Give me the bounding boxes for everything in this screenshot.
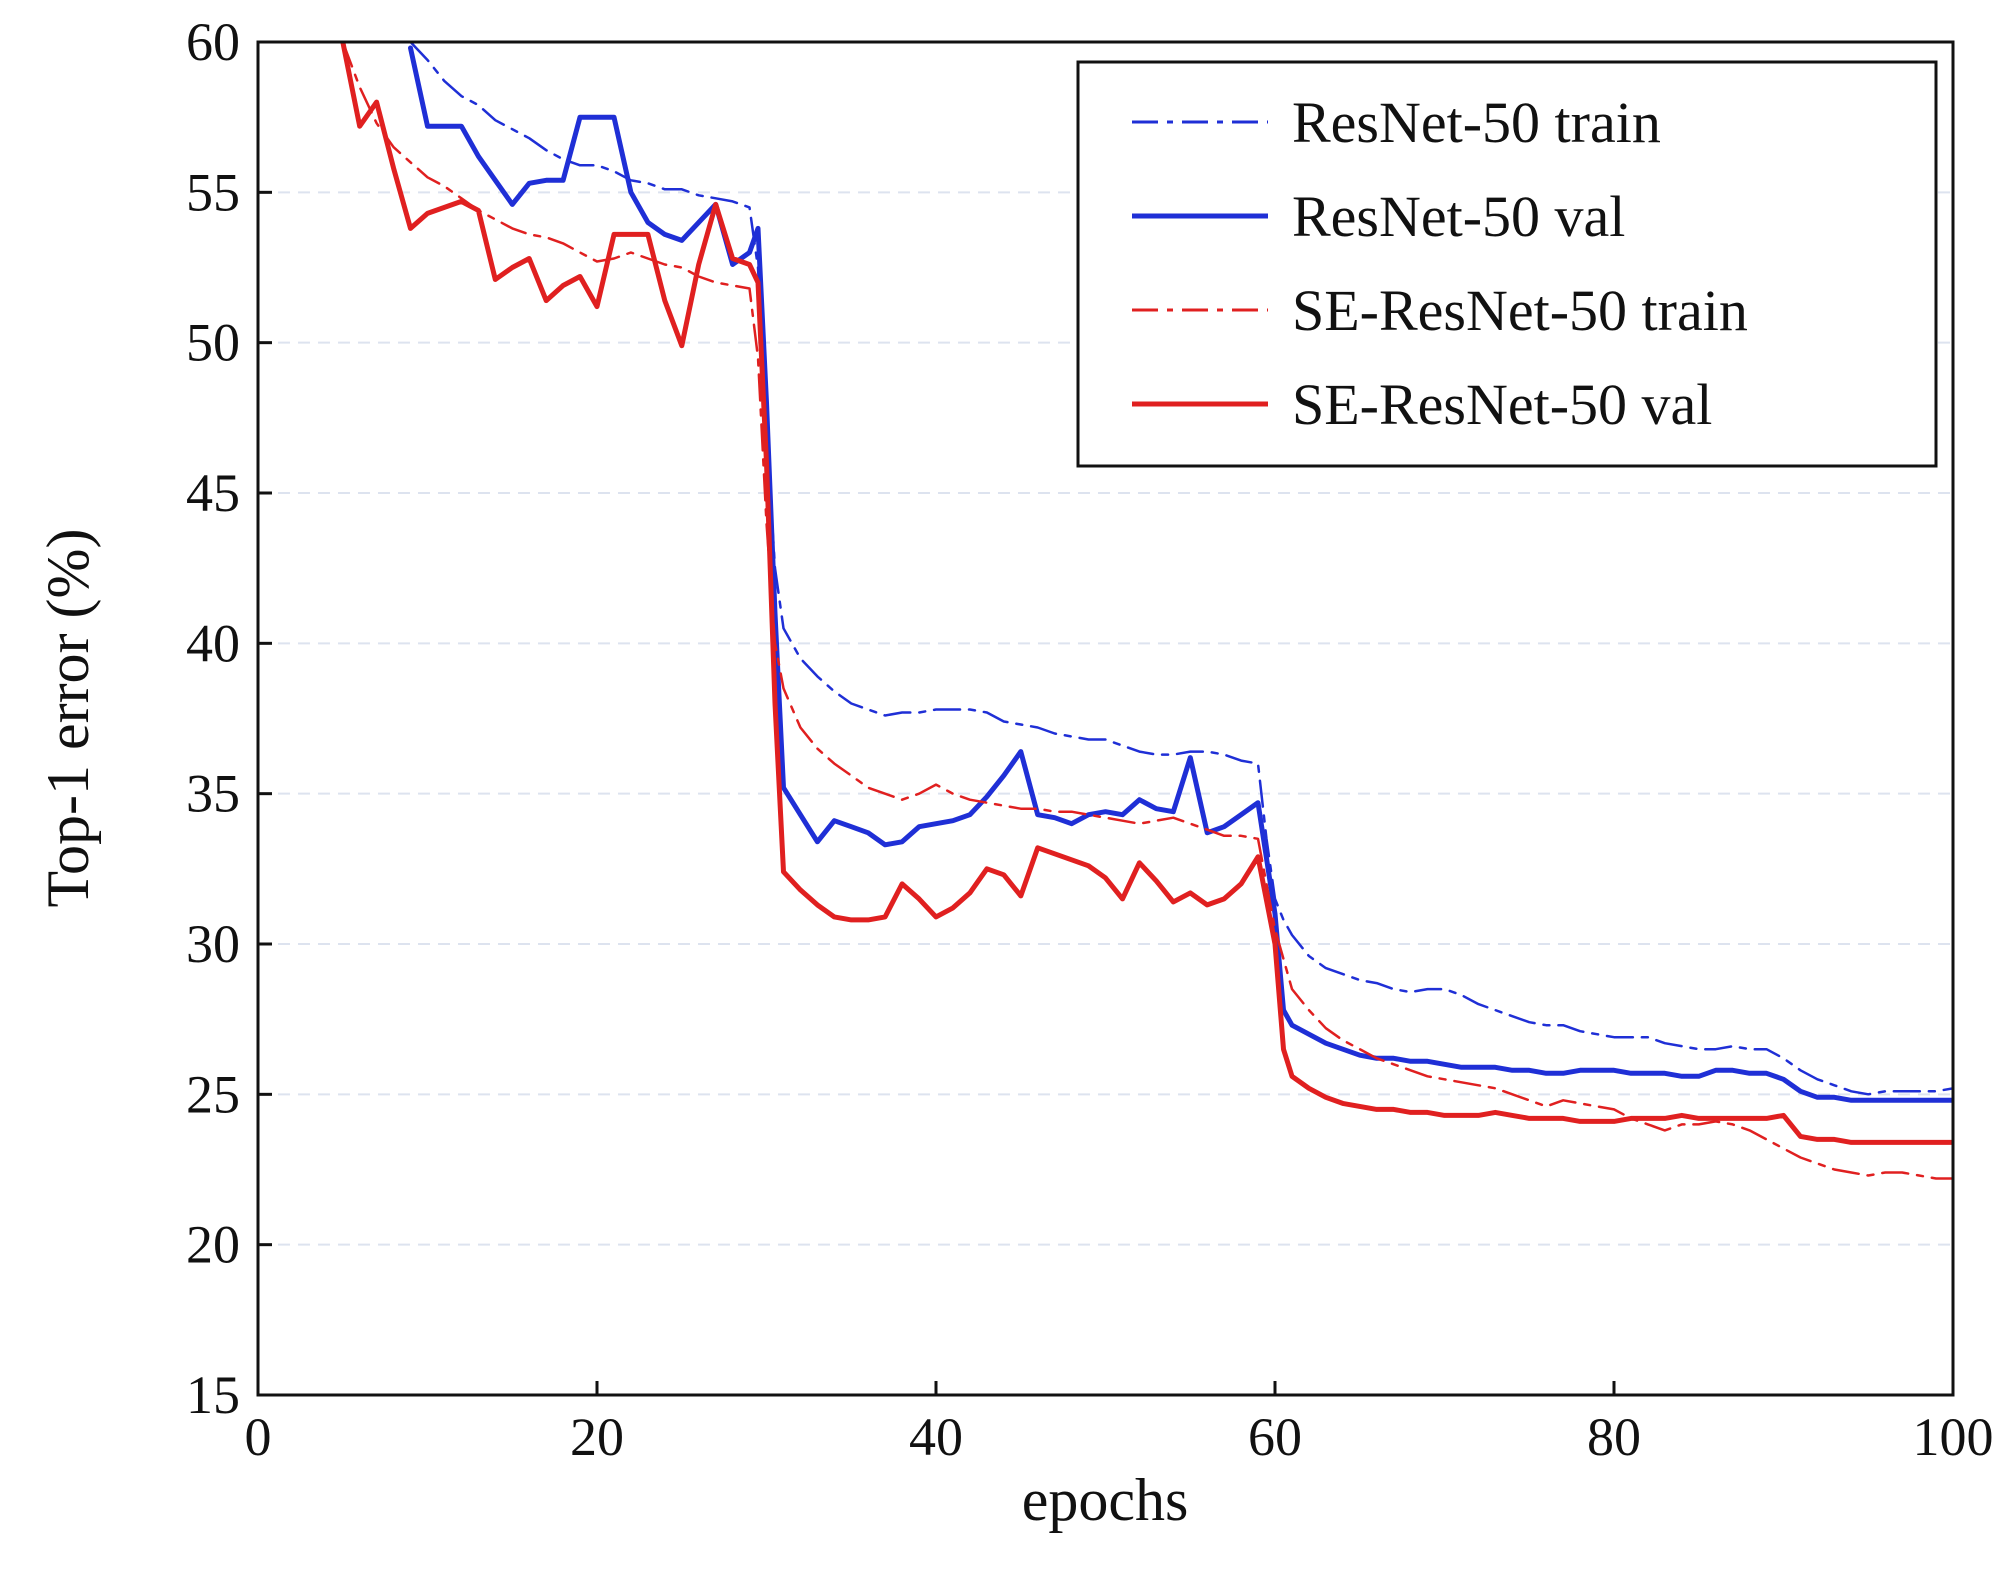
y-tick-label-45: 45: [186, 463, 240, 523]
gridlines: [258, 191, 1953, 1246]
y-tick-label-35: 35: [186, 764, 240, 824]
series-line-resnet-50-val: [408, 45, 1953, 1103]
plot-series: [340, 42, 1953, 1180]
x-tick-label-80: 80: [1587, 1407, 1641, 1467]
series-line-se-resnet-50-train: [341, 42, 1953, 1180]
x-tick-label-40: 40: [909, 1407, 963, 1467]
axis-ticks: 0 20 40 60 80 100 15 20 25 30 35 40 45 50 55 60: [186, 12, 1994, 1467]
legend-label-1: ResNet-50 val: [1292, 184, 1625, 249]
axes-frame: [256, 40, 1955, 1397]
y-tick-label-60: 60: [186, 12, 240, 72]
legend-label-2: SE-ResNet-50 train: [1292, 278, 1748, 343]
y-tick-label-20: 20: [186, 1215, 240, 1275]
x-axis-label: epochs: [1022, 1467, 1189, 1533]
y-tick-label-55: 55: [186, 162, 240, 222]
y-tick-label-15: 15: [186, 1365, 240, 1425]
x-tick-label-20: 20: [570, 1407, 624, 1467]
y-tick-label-40: 40: [186, 613, 240, 673]
y-axis-label: Top-1 error (%): [35, 529, 101, 908]
y-tick-label-50: 50: [186, 313, 240, 373]
legend: ResNet-50 train ResNet-50 val SE-ResNet-50…: [1076, 60, 1938, 468]
legend-label-3: SE-ResNet-50 val: [1292, 372, 1712, 437]
x-tick-label-60: 60: [1248, 1407, 1302, 1467]
x-tick-label-100: 100: [1913, 1407, 1994, 1467]
series-line-resnet-50-train: [409, 42, 1953, 1096]
legend-label-0: ResNet-50 train: [1292, 90, 1661, 155]
y-tick-label-30: 30: [186, 914, 240, 974]
series-line-se-resnet-50-val: [340, 42, 1953, 1145]
y-tick-label-25: 25: [186, 1064, 240, 1124]
legend-box: [1076, 60, 1938, 468]
x-tick-label-0: 0: [245, 1407, 272, 1467]
